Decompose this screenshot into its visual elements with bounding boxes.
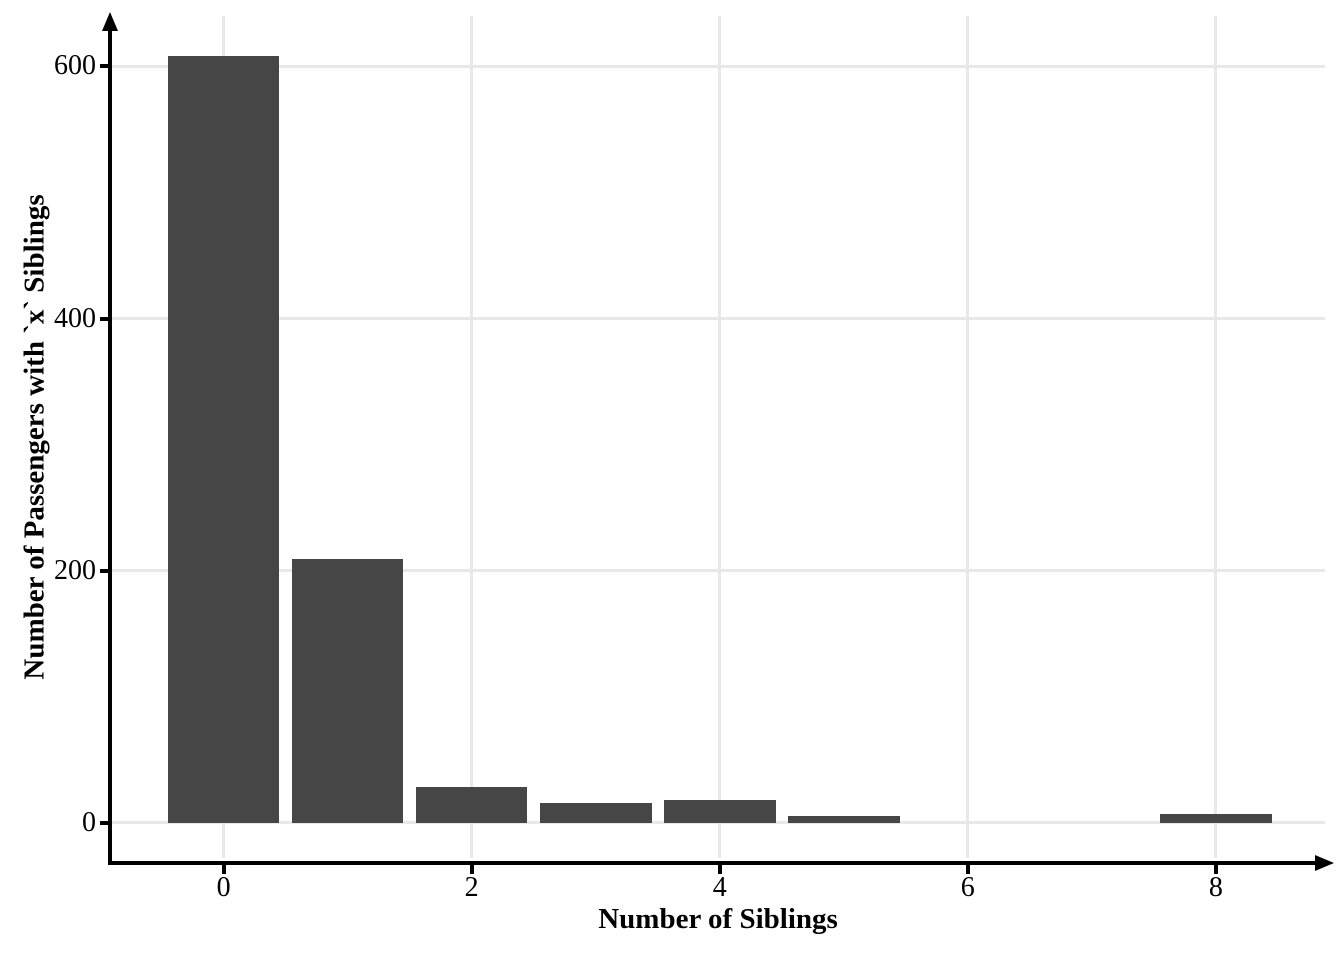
gridline-y-600 [112,64,1325,68]
x-tick-label-0: 0 [216,872,231,903]
bar-x-0 [167,56,280,823]
y-axis-arrow-icon [102,12,118,31]
x-tick-6 [965,865,970,874]
x-tick-8 [1213,865,1218,874]
bar-x-5 [787,816,900,823]
gridline-y-200 [112,569,1325,573]
x-axis-title: Number of Siblings [598,903,838,935]
x-tick-2 [469,865,474,874]
plot-panel [112,16,1325,858]
y-tick-label-600: 600 [54,50,96,82]
bar-x-2 [415,787,528,823]
x-axis-line [108,861,1316,865]
gridline-y-0 [112,821,1325,825]
y-tick-label-200: 200 [54,554,96,586]
gridline-x-8 [1214,16,1218,858]
gridline-x-2 [470,16,474,858]
bar-x-1 [291,559,404,823]
x-tick-label-6: 6 [960,872,975,903]
x-tick-label-2: 2 [464,872,479,903]
y-tick-0 [100,820,109,825]
y-tick-200 [100,568,109,573]
gridline-x-6 [966,16,970,858]
gridline-y-400 [112,317,1325,320]
y-tick-label-0: 0 [82,806,96,838]
y-axis-title: Number of Passengers with `x` Siblings [18,194,51,680]
y-tick-label-400: 400 [54,302,96,334]
y-tick-400 [100,316,109,321]
y-tick-600 [100,64,109,69]
gridline-x-4 [718,16,722,858]
bar-x-4 [663,800,776,823]
x-tick-label-8: 8 [1208,872,1223,903]
x-tick-0 [221,865,226,874]
bar-x-3 [539,802,652,823]
bar-x-8 [1160,813,1272,823]
x-tick-4 [717,865,722,874]
y-axis-line [108,28,112,865]
x-axis-arrow-icon [1315,855,1334,871]
x-tick-label-4: 4 [712,872,727,903]
